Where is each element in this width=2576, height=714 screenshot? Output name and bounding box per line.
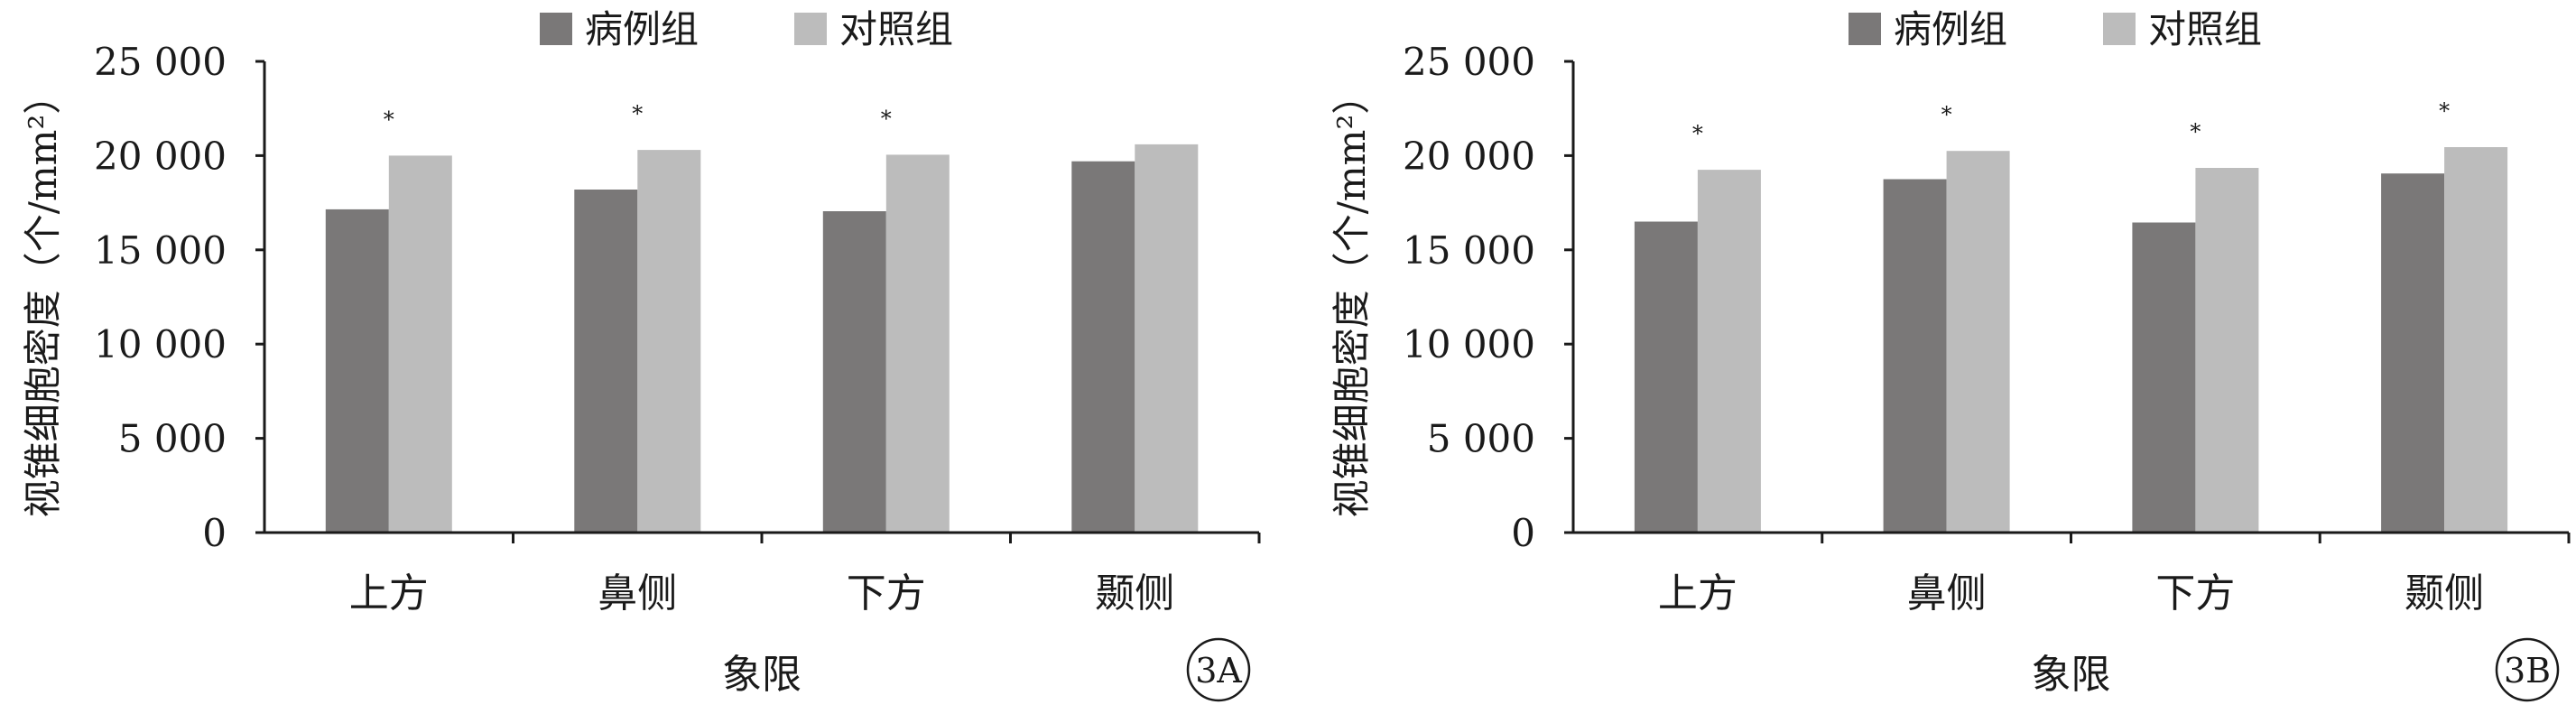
y-tick-label: 5 000 (118, 417, 227, 461)
legend-swatch-control (794, 13, 827, 45)
legend-swatch-case (540, 13, 572, 45)
legend-swatch-control (2103, 13, 2136, 45)
significance-marker: * (1692, 121, 1703, 146)
bar (574, 190, 638, 533)
y-tick-label: 10 000 (94, 322, 227, 366)
y-tick-label: 25 000 (94, 40, 227, 84)
chart-panel-3B: * * * * 0 5 000 10 000 15 000 20 000 25 000 上方 鼻侧 下方… (1330, 7, 2571, 702)
x-tick-label: 颞侧 (1095, 570, 1174, 617)
bar (2132, 222, 2196, 533)
y-tick-label: 0 (1511, 511, 1535, 555)
panel-label: 3B (2504, 651, 2551, 691)
bar (1135, 144, 1199, 533)
y-tick-label: 20 000 (1403, 134, 1535, 178)
bar (325, 209, 389, 533)
significance-marker: * (881, 106, 892, 131)
x-tick-label: 鼻侧 (1907, 570, 1987, 617)
legend-label-control: 对照组 (839, 7, 953, 51)
bar (1071, 161, 1135, 533)
y-tick-label: 5 000 (1427, 417, 1535, 461)
bar (2381, 173, 2445, 533)
x-tick-label: 鼻侧 (598, 570, 677, 617)
y-tick-label: 0 (202, 511, 227, 555)
x-tick-label: 下方 (2155, 570, 2235, 617)
panel-label-circle (1186, 637, 1251, 702)
bar (2195, 168, 2259, 533)
bar (388, 155, 452, 533)
bar (885, 154, 950, 533)
x-tick-label: 颞侧 (2405, 570, 2484, 617)
x-tick-label: 下方 (847, 570, 926, 617)
significance-marker: * (2439, 98, 2450, 124)
bar (637, 150, 701, 533)
y-tick-label: 25 000 (1403, 40, 1535, 84)
significance-marker: * (1941, 102, 1952, 127)
y-tick-label: 15 000 (94, 228, 227, 273)
panel-label-circle (2495, 637, 2560, 702)
panel-label: 3A (1195, 651, 1242, 691)
legend-label-case: 病例组 (585, 7, 699, 51)
y-tick-label: 20 000 (94, 134, 227, 178)
bar (1883, 179, 1947, 533)
legend-swatch-case (1849, 13, 1881, 45)
chart-panel-3A: * * * 0 5 000 10 000 15 000 20 000 25 000 上方 鼻侧 下方 颞… (21, 7, 1261, 702)
bar (822, 211, 886, 533)
x-axis-title: 象限 (722, 652, 802, 698)
significance-marker: * (632, 101, 643, 126)
bar (1697, 170, 1761, 533)
legend-label-control: 对照组 (2148, 7, 2262, 51)
y-axis-title: 视锥细胞密度（个/mm²） (21, 77, 65, 518)
x-axis-title: 象限 (2032, 652, 2111, 698)
bar (2444, 147, 2508, 533)
significance-marker: * (2190, 119, 2201, 144)
y-tick-label: 15 000 (1403, 228, 1535, 273)
bar (1634, 221, 1698, 533)
y-tick-label: 10 000 (1403, 322, 1535, 366)
x-tick-label: 上方 (1658, 570, 1737, 617)
bar (1946, 151, 2010, 533)
significance-marker: * (384, 107, 394, 132)
legend-label-case: 病例组 (1894, 7, 2007, 51)
y-axis-title: 视锥细胞密度（个/mm²） (1330, 77, 1374, 518)
x-tick-label: 上方 (349, 570, 429, 617)
